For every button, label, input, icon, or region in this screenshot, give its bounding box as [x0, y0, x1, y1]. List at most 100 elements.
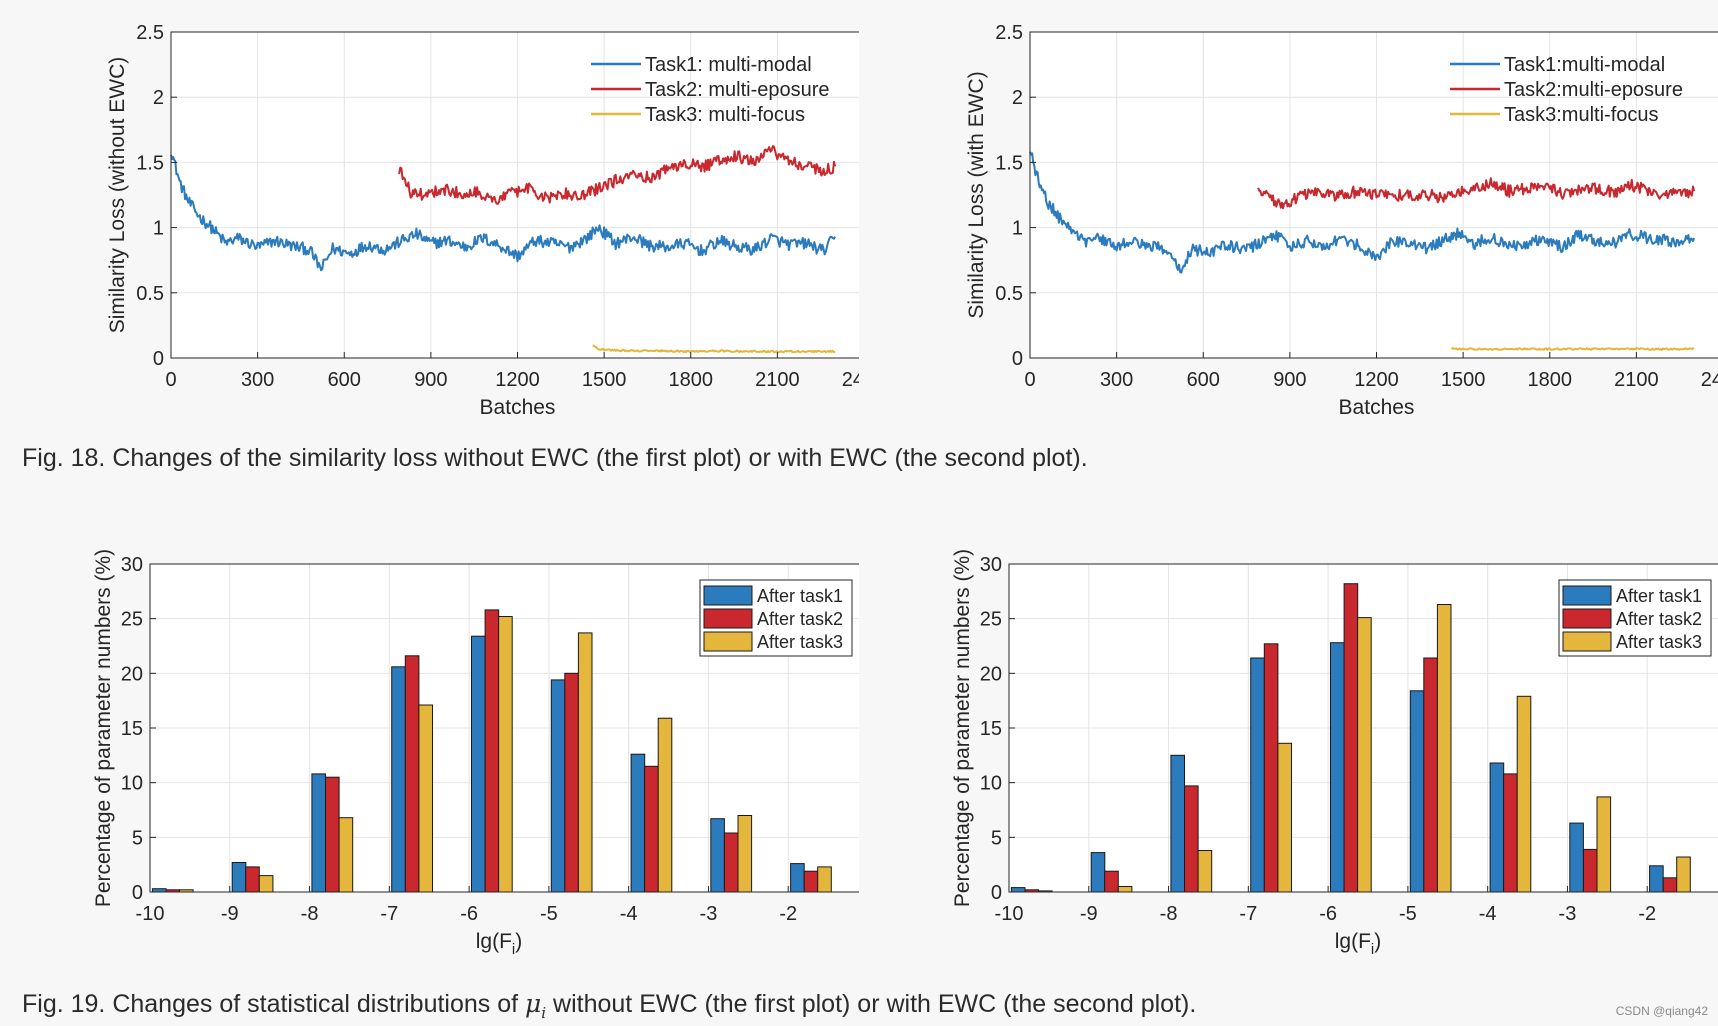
figure-19-caption-math: μi [525, 989, 546, 1022]
loss-ewc-series-2-line [1257, 177, 1696, 210]
loss-ewc-xtick-label-0: 0 [1024, 369, 1035, 391]
dist-ewc-bar-3-cat-6 [1436, 604, 1452, 893]
dist-ewc-bar-2-cat-5 [1343, 583, 1359, 893]
figure-19-caption-mu: μ [525, 989, 542, 1018]
dist-ewc-bar-2-cat-4 [1263, 643, 1279, 893]
dist-ewc-ytick-label-5: 25 [980, 609, 1002, 631]
dist-ewc-bar-1-cat-7 [1489, 762, 1505, 893]
dist-ewc-xtick-label-2: -8 [1160, 903, 1178, 925]
loss-ewc-ytick-label-1: 0.5 [995, 283, 1023, 305]
loss-no-ewc-legend-label-3: Task3: multi-focus [645, 104, 805, 126]
loss-ewc-xtick-label-3: 900 [1273, 369, 1306, 391]
loss-no-ewc-legend-label-1: Task1: multi-modal [645, 54, 812, 76]
dist-no-ewc-legend-label-1: After task1 [757, 586, 843, 606]
dist-ewc-bar-1-cat-2 [1090, 852, 1106, 893]
loss-no-ewc-ytick-label-2: 1 [153, 218, 164, 240]
dist-ewc-bar-1-cat-3 [1170, 754, 1185, 893]
loss-ewc-ytick-label-5: 2.5 [995, 22, 1023, 44]
figure-18-caption: Fig. 18. Changes of the similarity loss … [22, 444, 1088, 472]
bar-chart-without-ewc-svg: -10-9-8-7-6-5-4-3-2-1051015202530lg(Fi)P… [92, 549, 912, 958]
dist-ewc-xtick-label-0: -10 [995, 903, 1024, 925]
dist-no-ewc-xtick-label-8: -2 [779, 903, 797, 925]
bar-chart-with-ewc-svg: -10-9-8-7-6-5-4-3-2-1051015202530lg(Fi)P… [951, 549, 1718, 958]
loss-no-ewc-xtick-label-5: 1500 [582, 369, 627, 391]
dist-no-ewc-ytick-label-6: 30 [121, 554, 143, 576]
loss-ewc-ylabel: Similarity Loss (with EWC) [965, 71, 988, 318]
dist-ewc-bar-2-cat-2 [1104, 870, 1119, 893]
loss-no-ewc-ytick-label-1: 0.5 [136, 283, 164, 305]
dist-no-ewc-bar-1-cat-2 [231, 862, 247, 893]
dist-no-ewc-ytick-label-4: 20 [121, 663, 143, 685]
figure-19-caption-before: Fig. 19. Changes of statistical distribu… [22, 990, 526, 1018]
dist-no-ewc-legend-swatch-1 [703, 585, 753, 606]
loss-no-ewc-series-3-line [592, 344, 836, 354]
dist-ewc-legend-label-2: After task2 [1616, 609, 1702, 629]
dist-ewc-legend-swatch-3 [1562, 631, 1612, 652]
dist-ewc-xtick-label-7: -3 [1559, 903, 1577, 925]
dist-ewc-legend-label-1: After task1 [1616, 586, 1702, 606]
dist-no-ewc-ytick-label-2: 10 [121, 773, 143, 795]
dist-ewc-xlabel: lg(Fi) [1335, 930, 1382, 958]
dist-no-ewc-ytick-label-3: 15 [121, 718, 143, 740]
loss-no-ewc-legend-label-2: Task2: multi-eposure [645, 79, 830, 101]
dist-ewc-bar-3-cat-8 [1596, 796, 1612, 893]
figure-19-caption-after: without EWC (the first plot) or with EWC… [546, 990, 1197, 1018]
dist-ewc-bar-3-cat-4 [1277, 742, 1292, 893]
loss-no-ewc-ytick-label-3: 1.5 [136, 152, 164, 174]
dist-ewc-xtick-label-5: -5 [1399, 903, 1417, 925]
bar-chart-without-ewc: -10-9-8-7-6-5-4-3-2-1051015202530lg(Fi)P… [0, 500, 912, 975]
dist-no-ewc-bar-1-cat-5 [471, 635, 486, 893]
dist-no-ewc-bar-2-cat-5 [484, 609, 500, 893]
loss-ewc-xtick-label-4: 1200 [1354, 369, 1399, 391]
loss-no-ewc-ylabel: Similarity Loss (without EWC) [106, 57, 129, 334]
dist-no-ewc-bar-3-cat-5 [498, 616, 513, 893]
loss-ewc-xtick-label-7: 2100 [1614, 369, 1659, 391]
dist-ewc-ylabel: Percentage of parameter numbers (%) [951, 549, 974, 907]
dist-no-ewc-bar-1-cat-7 [630, 753, 646, 893]
dist-no-ewc-legend-label-3: After task3 [757, 632, 843, 652]
dist-no-ewc-xtick-label-3: -7 [380, 903, 398, 925]
dist-ewc-bar-2-cat-6 [1423, 657, 1438, 893]
dist-ewc-bar-1-cat-4 [1250, 657, 1265, 893]
loss-ewc-xlabel: Batches [1339, 396, 1415, 419]
loss-no-ewc-ytick-label-0: 0 [153, 348, 164, 370]
dist-no-ewc-bar-1-cat-9 [790, 863, 805, 893]
dist-no-ewc-legend-swatch-2 [703, 608, 753, 629]
loss-ewc-ytick-label-0: 0 [1012, 348, 1023, 370]
loss-no-ewc-xtick-label-3: 900 [414, 369, 447, 391]
dist-no-ewc-bar-1-cat-4 [391, 666, 406, 893]
dist-ewc-bar-3-cat-3 [1197, 850, 1213, 893]
loss-ewc-legend-label-2: Task2:multi-eposure [1504, 79, 1683, 101]
dist-ewc-legend-swatch-2 [1562, 608, 1612, 629]
dist-ewc-bar-1-cat-9 [1649, 865, 1664, 893]
dist-ewc-xlabel-sub: i [1371, 941, 1374, 958]
dist-no-ewc-xlabel: lg(Fi) [476, 930, 523, 958]
loss-ewc-legend-label-1: Task1:multi-modal [1504, 54, 1665, 76]
loss-ewc-ytick-label-4: 2 [1012, 87, 1023, 109]
dist-ewc-xtick-label-1: -9 [1080, 903, 1098, 925]
dist-ewc-bar-3-cat-5 [1357, 617, 1372, 893]
dist-no-ewc-bar-3-cat-2 [258, 875, 274, 893]
figure-19-caption-mu-sub: i [541, 1004, 547, 1022]
dist-ewc-bar-3-cat-2 [1117, 886, 1133, 893]
dist-no-ewc-xlabel-main: lg(F [476, 930, 512, 953]
dist-no-ewc-bar-2-cat-8 [723, 832, 739, 893]
loss-no-ewc-xtick-label-2: 600 [328, 369, 361, 391]
dist-ewc-bar-2-cat-9 [1662, 877, 1678, 893]
loss-ewc-series-3-line [1450, 347, 1695, 351]
loss-ewc-xtick-label-1: 300 [1100, 369, 1133, 391]
loss-ewc-ytick-label-2: 1 [1012, 218, 1023, 240]
dist-no-ewc-bar-3-cat-3 [338, 817, 354, 893]
dist-no-ewc-ytick-label-0: 0 [132, 882, 143, 904]
dist-no-ewc-bar-2-cat-7 [644, 765, 659, 893]
dist-no-ewc-xtick-label-1: -9 [221, 903, 239, 925]
dist-no-ewc-bar-3-cat-9 [817, 866, 832, 893]
dist-ewc-bar-1-cat-6 [1409, 690, 1425, 893]
loss-ewc-xtick-label-5: 1500 [1441, 369, 1486, 391]
dist-no-ewc-xtick-label-0: -10 [136, 903, 165, 925]
dist-no-ewc-bar-1-cat-8 [710, 818, 725, 893]
dist-no-ewc-bar-2-cat-4 [404, 655, 420, 893]
